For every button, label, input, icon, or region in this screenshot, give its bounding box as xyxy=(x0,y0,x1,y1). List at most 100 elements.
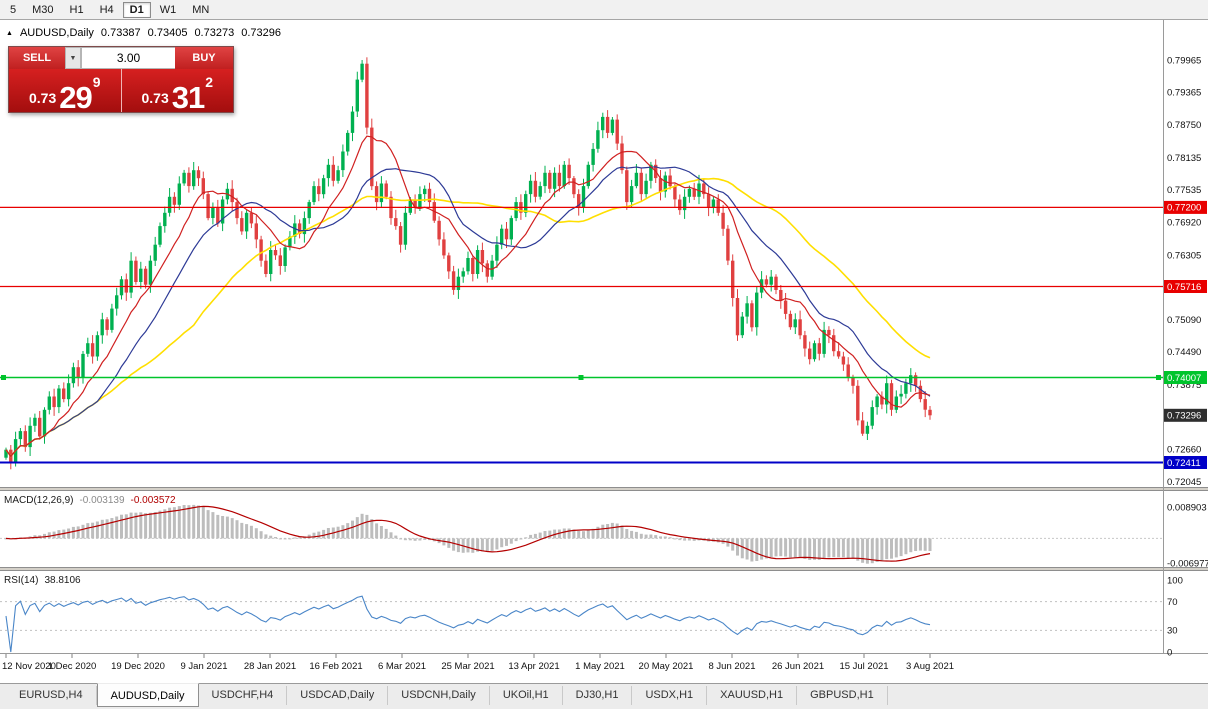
svg-text:70: 70 xyxy=(1167,597,1178,608)
timeframe-button-h4[interactable]: H4 xyxy=(93,2,121,18)
sell-price-box[interactable]: 0.73 29 9 xyxy=(9,69,121,115)
moving-average-layer xyxy=(5,135,931,458)
tab-xauusd[interactable]: XAUUSD,H1 xyxy=(707,686,798,705)
tab-usdcad[interactable]: USDCAD,Daily xyxy=(287,686,389,705)
svg-text:16 Feb 2021: 16 Feb 2021 xyxy=(309,661,362,672)
chart-symbol-label: AUDUSD,Daily xyxy=(19,27,94,39)
svg-text:26 Jun 2021: 26 Jun 2021 xyxy=(772,661,824,672)
tab-usdx[interactable]: USDX,H1 xyxy=(632,686,708,705)
svg-text:30: 30 xyxy=(1167,626,1178,637)
tab-usdchf[interactable]: USDCHF,H4 xyxy=(199,686,288,705)
svg-text:8 Jun 2021: 8 Jun 2021 xyxy=(708,661,755,672)
svg-text:0.74490: 0.74490 xyxy=(1167,347,1201,358)
price-axis: 0.79965 0.79365 0.78750 0.78135 0.77535 0.769… xyxy=(1167,56,1208,659)
tab-gbpusd[interactable]: GBPUSD,H1 xyxy=(797,686,888,705)
volume-input[interactable] xyxy=(81,47,175,69)
svg-text:0.008903: 0.008903 xyxy=(1167,502,1207,513)
svg-text:6 Mar 2021: 6 Mar 2021 xyxy=(378,661,426,672)
one-click-trade-panel: SELL ▼ BUY 0.73 29 9 0.73 31 2 xyxy=(8,46,234,113)
sell-price-prefix: 0.73 xyxy=(28,90,57,106)
hline-layer xyxy=(0,206,1163,464)
macd-name: MACD(12,26,9) xyxy=(4,495,74,506)
timeframe-toolbar: 5 M30 H1 H4 D1 W1 MN xyxy=(0,0,1208,20)
svg-text:3 Aug 2021: 3 Aug 2021 xyxy=(906,661,954,672)
chart-canvas[interactable]: 0.79965 0.79365 0.78750 0.78135 0.77535 0.769… xyxy=(0,20,1208,683)
macd-main-value: -0.003139 xyxy=(79,495,125,506)
chart-header: ▲ AUDUSD,Daily 0.73387 0.73405 0.73273 0… xyxy=(6,27,281,39)
rsi-layer xyxy=(0,595,1163,653)
chart-frame xyxy=(0,20,1208,654)
svg-text:0: 0 xyxy=(1167,647,1172,658)
volume-dropdown-button[interactable]: ▼ xyxy=(65,47,81,69)
ohlc-high: 0.73405 xyxy=(147,27,188,39)
sell-price-big: 29 xyxy=(59,79,92,115)
rsi-line xyxy=(5,595,931,653)
price-badges: 0.77200 0.75716 0.74007 0.72411 0.73296 xyxy=(1164,200,1207,469)
trade-controls-row: SELL ▼ BUY xyxy=(9,47,233,69)
timeframe-button-m30[interactable]: M30 xyxy=(25,2,60,18)
svg-text:0.74007: 0.74007 xyxy=(1167,373,1201,384)
ma-10-line xyxy=(5,135,931,458)
macd-label: MACD(12,26,9) -0.003139 -0.003572 xyxy=(4,495,176,506)
timeframe-button-5[interactable]: 5 xyxy=(3,2,23,18)
svg-text:100: 100 xyxy=(1167,575,1183,586)
rsi-label: RSI(14) 38.8106 xyxy=(4,575,81,586)
svg-text:12 Nov 2020: 12 Nov 2020 xyxy=(2,661,56,672)
svg-text:0.79965: 0.79965 xyxy=(1167,56,1201,67)
svg-text:0.78750: 0.78750 xyxy=(1167,120,1201,131)
ohlc-close: 0.73296 xyxy=(241,27,281,39)
timeframe-button-d1[interactable]: D1 xyxy=(122,1,151,18)
svg-text:0.75716: 0.75716 xyxy=(1167,282,1201,293)
chart-area: 0.79965 0.79365 0.78750 0.78135 0.77535 0.769… xyxy=(0,20,1208,683)
svg-text:0.72411: 0.72411 xyxy=(1167,458,1201,469)
tab-dj30[interactable]: DJ30,H1 xyxy=(563,686,633,705)
trade-price-row: 0.73 29 9 0.73 31 2 xyxy=(9,69,233,115)
ma-40-line xyxy=(5,177,931,458)
svg-text:0.77200: 0.77200 xyxy=(1167,203,1201,214)
svg-text:0.76920: 0.76920 xyxy=(1167,218,1201,229)
svg-text:-0.006977: -0.006977 xyxy=(1167,558,1208,569)
tab-eurusd[interactable]: EURUSD,H4 xyxy=(6,686,97,705)
buy-price-big: 31 xyxy=(171,79,205,115)
tab-audusd[interactable]: AUDUSD,Daily xyxy=(96,683,199,707)
svg-text:0.73875: 0.73875 xyxy=(1167,380,1201,391)
macd-signal-line xyxy=(5,505,931,562)
tab-usdcnh[interactable]: USDCNH,Daily xyxy=(388,686,490,705)
timeframe-button-h1[interactable]: H1 xyxy=(63,2,91,18)
rsi-value: 38.8106 xyxy=(44,575,81,586)
macd-layer xyxy=(0,504,1163,564)
svg-text:20 May 2021: 20 May 2021 xyxy=(639,661,694,672)
timeframe-button-mn[interactable]: MN xyxy=(185,2,216,18)
tab-ukoil[interactable]: UKOil,H1 xyxy=(490,686,563,705)
svg-text:19 Dec 2020: 19 Dec 2020 xyxy=(111,661,165,672)
symbol-tabbar: EURUSD,H4 AUDUSD,Daily USDCHF,H4 USDCAD,Dai… xyxy=(0,683,1208,709)
svg-text:0.77535: 0.77535 xyxy=(1167,185,1201,196)
ohlc-open: 0.73387 xyxy=(100,27,141,39)
svg-text:28 Jan 2021: 28 Jan 2021 xyxy=(244,661,296,672)
rsi-name: RSI(14) xyxy=(4,575,39,586)
svg-text:0.72045: 0.72045 xyxy=(1167,477,1201,488)
chart-icon: ▲ xyxy=(6,29,13,37)
sell-price-superscript: 9 xyxy=(92,74,101,90)
candlestick-layer xyxy=(4,57,932,470)
svg-text:0.79365: 0.79365 xyxy=(1167,88,1201,99)
svg-text:0.76305: 0.76305 xyxy=(1167,250,1201,261)
chevron-down-icon: ▼ xyxy=(69,54,77,62)
svg-text:0.72660: 0.72660 xyxy=(1167,445,1201,456)
sell-button[interactable]: SELL xyxy=(9,47,65,69)
svg-text:1 May 2021: 1 May 2021 xyxy=(575,661,625,672)
ma-20-line xyxy=(5,166,931,458)
svg-text:9 Jan 2021: 9 Jan 2021 xyxy=(180,661,227,672)
ohlc-low: 0.73273 xyxy=(194,27,235,39)
svg-text:0.75090: 0.75090 xyxy=(1167,315,1201,326)
timeframe-button-w1[interactable]: W1 xyxy=(153,2,184,18)
svg-text:0.73296: 0.73296 xyxy=(1167,411,1201,422)
buy-price-superscript: 2 xyxy=(205,74,214,90)
svg-text:1 Dec 2020: 1 Dec 2020 xyxy=(48,661,97,672)
svg-text:0.78135: 0.78135 xyxy=(1167,153,1201,164)
buy-price-box[interactable]: 0.73 31 2 xyxy=(120,69,233,115)
svg-text:13 Apr 2021: 13 Apr 2021 xyxy=(508,661,559,672)
buy-button[interactable]: BUY xyxy=(175,47,233,69)
